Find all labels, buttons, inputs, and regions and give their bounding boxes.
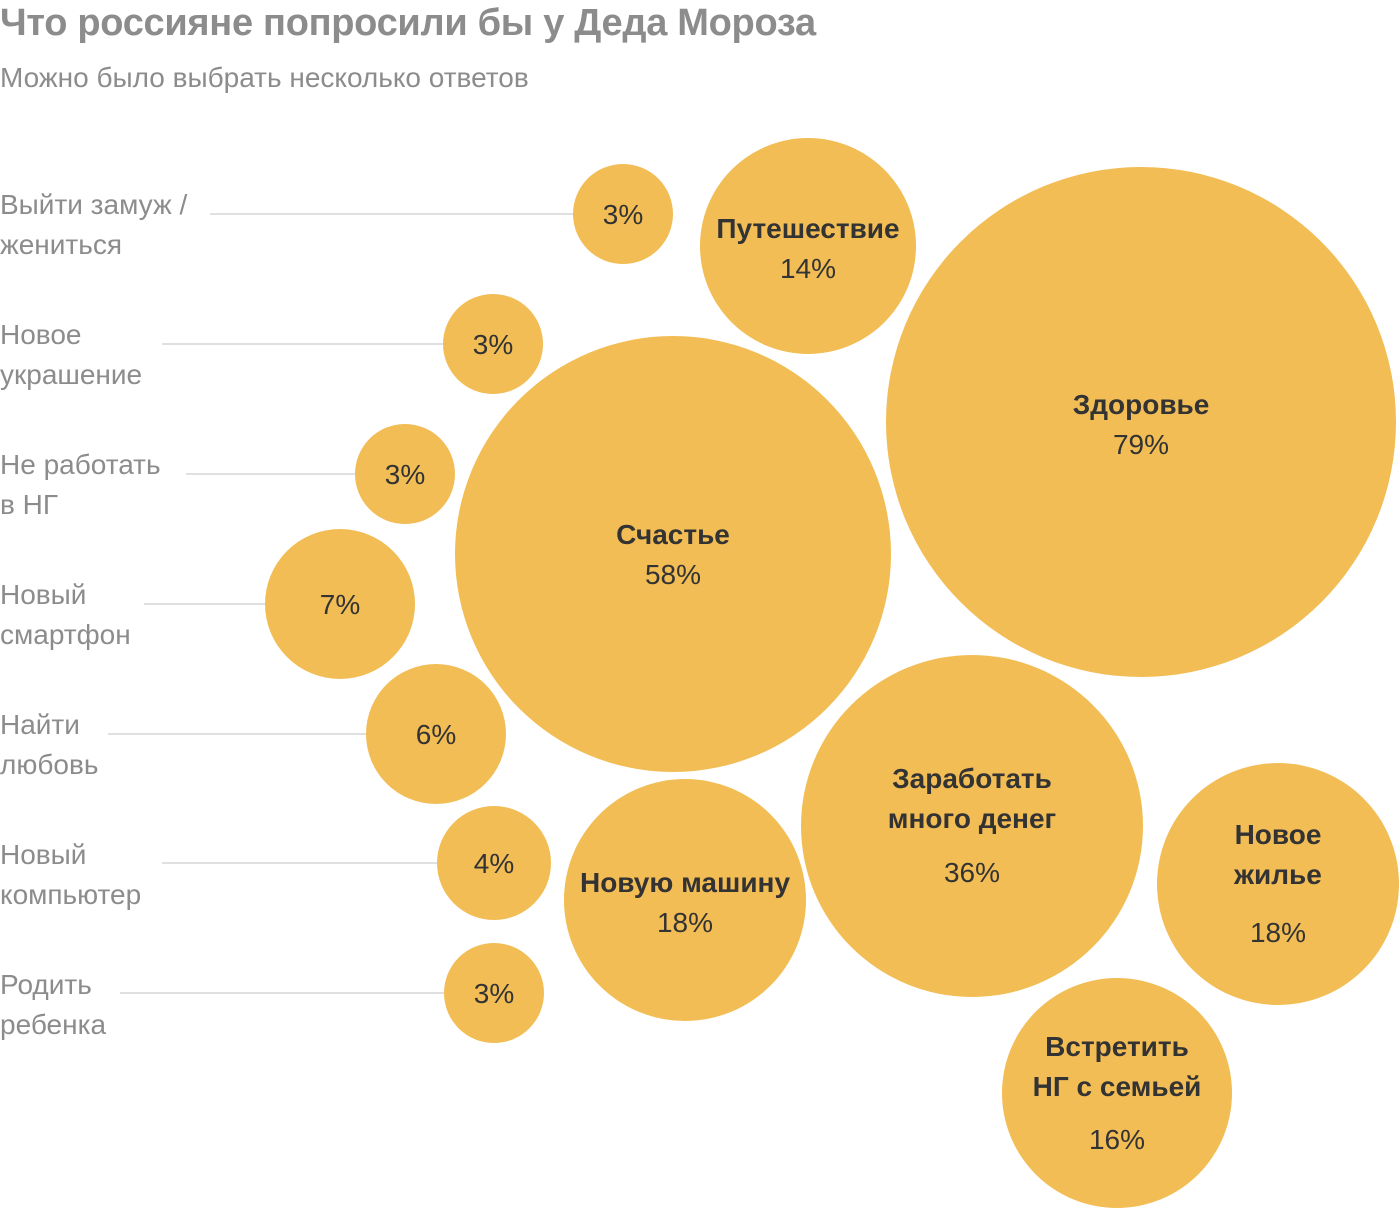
- bubble-value: 16%: [1089, 1124, 1145, 1155]
- bubble-родить-ребенка: 3% Родить ребенка: [0, 943, 544, 1043]
- bubble-circle: [801, 655, 1143, 997]
- category-label: Встретить: [1045, 1031, 1189, 1062]
- bubble-value: 3%: [603, 199, 643, 230]
- category-label: смартфон: [0, 619, 131, 650]
- bubble-circle: [1002, 978, 1232, 1208]
- bubble-circle: [455, 336, 891, 772]
- category-label: в НГ: [0, 489, 58, 520]
- bubble-circle: [1157, 763, 1399, 1005]
- category-label: Заработать: [892, 763, 1052, 794]
- bubble-не-работать-в-нг: 3% Не работать в НГ: [0, 424, 455, 524]
- bubble-circle: [564, 779, 806, 1021]
- bubble-circle: [700, 138, 916, 354]
- bubble-value: 3%: [474, 978, 514, 1009]
- bubble-value: 3%: [473, 329, 513, 360]
- chart-title: Что россияне попросили бы у Деда Мороза: [0, 2, 816, 44]
- category-label: жениться: [0, 229, 122, 260]
- bubble-встретить-нг-с-семьей: Встретить НГ с семьей 16%: [1002, 978, 1232, 1208]
- bubble-value: 6%: [416, 719, 456, 750]
- bubble-circle: [366, 664, 506, 804]
- bubble-новый-компьютер: 4% Новый компьютер: [0, 806, 551, 920]
- bubble-circle: [886, 167, 1396, 677]
- bubble-value: 18%: [1250, 917, 1306, 948]
- bubble-circle: [573, 164, 673, 264]
- category-label: Счастье: [616, 519, 730, 550]
- category-label: Путешествие: [716, 213, 899, 244]
- bubble-value: 18%: [657, 907, 713, 938]
- category-label: Новую машину: [580, 867, 790, 898]
- category-label: Не работать: [0, 449, 161, 480]
- category-label: Найти: [0, 709, 80, 740]
- bubble-заработать-много-денег: Заработать много денег 36%: [801, 655, 1143, 997]
- bubble-новое-жилье: Новое жилье 18%: [1157, 763, 1399, 1005]
- category-label: НГ с семьей: [1033, 1071, 1202, 1102]
- bubble-новую-машину: Новую машину 18%: [564, 779, 806, 1021]
- bubble-value: 3%: [385, 459, 425, 490]
- category-label: Новый: [0, 839, 86, 870]
- bubble-value: 36%: [944, 857, 1000, 888]
- bubble-value: 79%: [1113, 429, 1169, 460]
- bubble-circle: [355, 424, 455, 524]
- category-label: компьютер: [0, 879, 141, 910]
- category-label: Выйти замуж /: [0, 189, 187, 220]
- category-label: любовь: [0, 749, 98, 780]
- category-label: Родить: [0, 969, 92, 1000]
- category-label: жилье: [1233, 859, 1322, 890]
- bubble-circle: [437, 806, 551, 920]
- bubble-circle: [444, 943, 544, 1043]
- bubble-здоровье: Здоровье 79%: [886, 167, 1396, 677]
- bubble-value: 14%: [780, 253, 836, 284]
- bubble-найти-любовь: 6% Найти любовь: [0, 664, 506, 804]
- bubble-value: 7%: [320, 589, 360, 620]
- bubble-circle: [265, 529, 415, 679]
- bubble-value: 58%: [645, 559, 701, 590]
- bubble-выйти-замуж-жениться: 3% Выйти замуж / жениться: [0, 164, 673, 264]
- category-label: Новый: [0, 579, 86, 610]
- category-label: много денег: [888, 803, 1056, 834]
- category-label: Новое: [0, 319, 82, 350]
- bubble-новое-украшение: 3% Новое украшение: [0, 294, 543, 394]
- bubble-счастье: Счастье 58%: [455, 336, 891, 772]
- category-label: Здоровье: [1073, 389, 1210, 420]
- category-label: ребенка: [0, 1009, 106, 1040]
- chart-subtitle: Можно было выбрать несколько ответов: [0, 62, 529, 93]
- bubble-новый-смартфон: 7% Новый смартфон: [0, 529, 415, 679]
- bubble-value: 4%: [474, 848, 514, 879]
- bubble-путешествие: Путешествие 14%: [700, 138, 916, 354]
- category-label: Новое: [1235, 819, 1322, 850]
- category-label: украшение: [0, 359, 142, 390]
- bubble-circle: [443, 294, 543, 394]
